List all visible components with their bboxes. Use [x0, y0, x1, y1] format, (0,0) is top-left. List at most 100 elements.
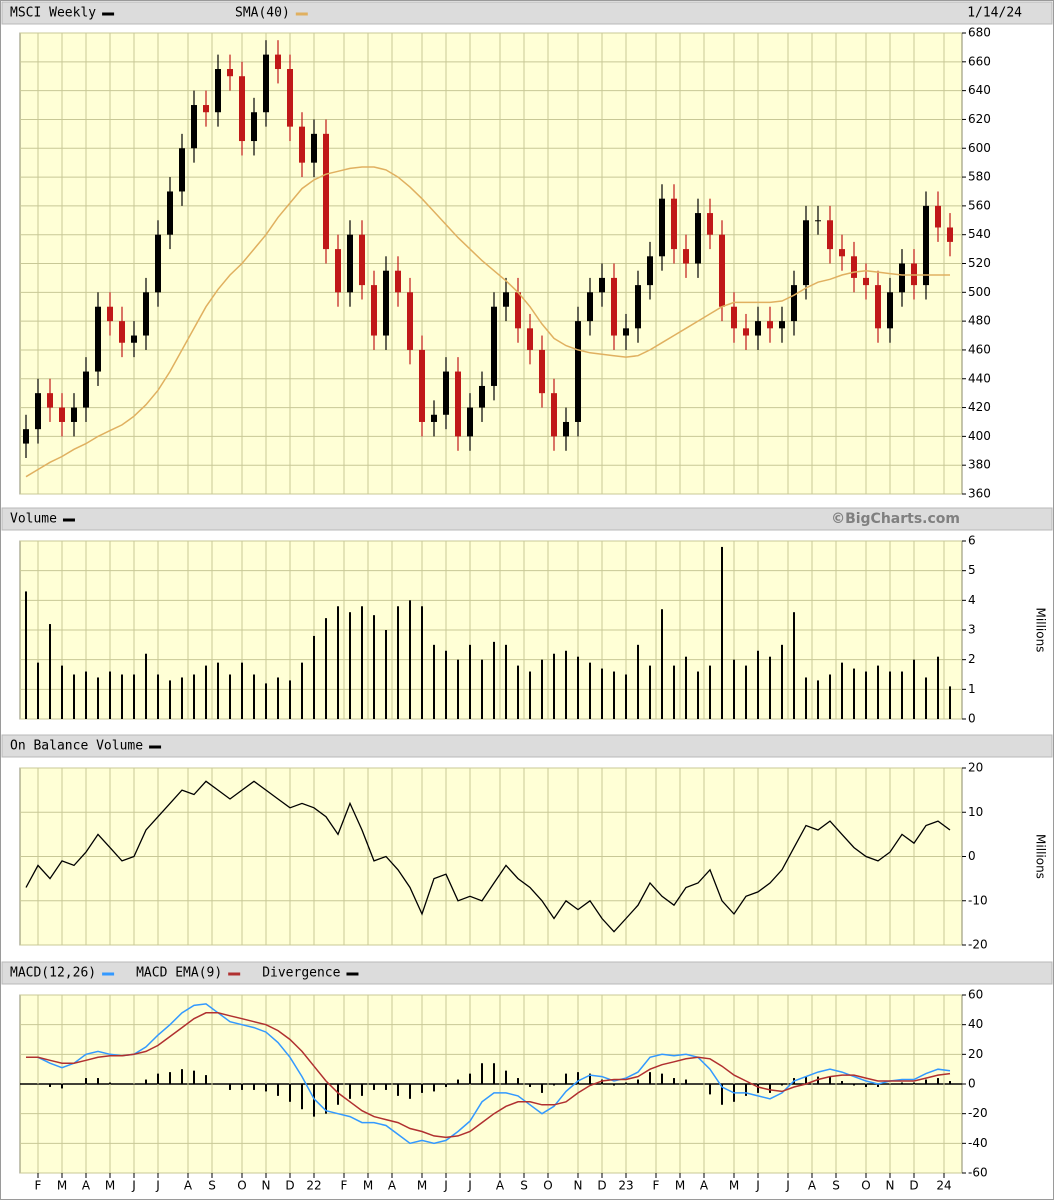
divergence-bar	[865, 1084, 867, 1087]
x-tick-label: N	[574, 1179, 583, 1193]
x-tick-label: O	[861, 1179, 870, 1193]
candle-body	[251, 112, 257, 142]
x-tick-label: O	[237, 1179, 246, 1193]
candle-body	[299, 126, 305, 163]
divergence-bar	[781, 1084, 783, 1086]
x-tick-label: F	[35, 1179, 42, 1193]
volume-bar	[373, 615, 375, 719]
divergence-bar	[73, 1084, 75, 1085]
candle-body	[371, 285, 377, 336]
x-tick-label: A	[82, 1179, 91, 1193]
candle-body	[563, 421, 569, 437]
y-tick-label: 440	[968, 371, 991, 385]
candle-body	[479, 385, 485, 408]
divergence-bar	[853, 1084, 855, 1086]
volume-bar	[613, 671, 615, 719]
candle-body	[359, 234, 365, 286]
candle-body	[719, 234, 725, 307]
x-tick-label: A	[700, 1179, 709, 1193]
divergence-bar	[709, 1084, 711, 1095]
volume-bar	[265, 683, 267, 719]
divergence-bar	[385, 1084, 387, 1090]
volume-bar	[661, 609, 663, 719]
divergence-bar	[745, 1084, 747, 1096]
y-tick-label: 620	[968, 112, 991, 126]
candle-body	[683, 249, 689, 264]
volume-bar	[769, 656, 771, 719]
volume-bar	[181, 677, 183, 719]
volume-bar	[805, 677, 807, 719]
volume-bar	[889, 671, 891, 719]
y-tick-label: 420	[968, 400, 991, 414]
divergence-bar	[541, 1084, 543, 1093]
y-tick-label: 20	[968, 1047, 983, 1061]
candle-body	[455, 371, 461, 437]
y-tick-label: -60	[968, 1166, 988, 1180]
candle-body	[131, 335, 137, 343]
volume-bar	[37, 662, 39, 719]
x-tick-label: A	[496, 1179, 505, 1193]
y-tick-label: 460	[968, 342, 991, 356]
volume-bar	[937, 656, 939, 719]
divergence-bar	[169, 1072, 171, 1084]
candle-body	[539, 349, 545, 394]
candle-body	[707, 213, 713, 235]
divergence-bar	[229, 1084, 231, 1090]
x-tick-label: S	[520, 1179, 528, 1193]
candle-body	[611, 277, 617, 336]
volume-bar	[841, 662, 843, 719]
y-tick-label: 0	[968, 712, 976, 726]
candle-body	[311, 133, 317, 163]
divergence-bar	[937, 1078, 939, 1084]
candle-body	[755, 321, 761, 336]
y-tick-label: -20	[968, 1106, 988, 1120]
volume-bar	[337, 606, 339, 719]
x-tick-label: D	[285, 1179, 294, 1193]
divergence-bar	[553, 1084, 555, 1086]
candle-body	[143, 292, 149, 336]
candle-body	[239, 76, 245, 142]
volume-bar	[313, 635, 315, 719]
divergence-bar	[49, 1084, 51, 1087]
candle-body	[779, 321, 785, 329]
volume-bar	[589, 662, 591, 719]
candle-body	[287, 69, 293, 127]
volume-bar	[145, 653, 147, 719]
volume-bar	[877, 665, 879, 719]
y-tick-label: 0	[968, 849, 976, 863]
divergence-bar	[61, 1084, 63, 1089]
y-axis-label: Millions	[1034, 608, 1048, 653]
volume-bar	[745, 665, 747, 719]
divergence-bar	[361, 1084, 363, 1096]
divergence-bar	[673, 1078, 675, 1084]
y-tick-label: 10	[968, 805, 983, 819]
divergence-bar	[493, 1063, 495, 1084]
divergence-bar	[289, 1084, 291, 1102]
volume-bar	[697, 671, 699, 719]
volume-bar	[133, 674, 135, 719]
volume-bar	[517, 665, 519, 719]
volume-bar	[553, 653, 555, 719]
divergence-bar	[913, 1082, 915, 1084]
candle-body	[875, 285, 881, 329]
divergence-bar	[625, 1082, 627, 1084]
divergence-bar	[505, 1070, 507, 1084]
candle-body	[107, 306, 113, 322]
panel-header	[1, 507, 1053, 531]
volume-bar	[481, 659, 483, 719]
candle-body	[863, 277, 869, 286]
candle-body	[947, 227, 953, 242]
candle-body	[575, 321, 581, 422]
x-tick-label: A	[184, 1179, 193, 1193]
candle-body	[167, 191, 173, 235]
divergence-bar	[145, 1079, 147, 1084]
candle-body	[899, 263, 905, 293]
candle-body	[851, 256, 857, 278]
candle-body	[659, 198, 665, 257]
candle-body	[47, 393, 53, 408]
divergence-bar	[25, 1084, 27, 1085]
volume-bar	[193, 674, 195, 719]
divergence-bar	[925, 1079, 927, 1084]
volume-bar	[229, 674, 231, 719]
candle-body	[695, 213, 701, 264]
